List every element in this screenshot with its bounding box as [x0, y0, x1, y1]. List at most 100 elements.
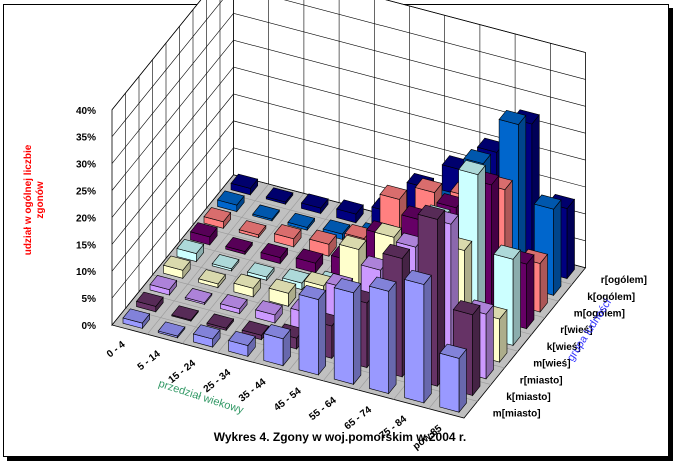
bar: [298, 284, 327, 376]
bar-top-face: [246, 262, 275, 278]
bar: [238, 220, 267, 239]
bar-top-face: [176, 238, 205, 254]
bar-top-face: [533, 194, 562, 210]
bar-top-face: [206, 313, 235, 329]
series-label: m[miasto]: [493, 409, 541, 420]
bar-side-face: [472, 304, 481, 397]
bar-top-face: [135, 291, 164, 307]
bar: [336, 199, 364, 224]
y-tick-label: 5%: [82, 294, 97, 305]
bar-side-face: [317, 289, 327, 376]
bar-top-face: [255, 300, 283, 316]
bar-side-face: [539, 253, 548, 313]
bar-top-face: [414, 177, 443, 193]
bar-front-face: [333, 287, 354, 385]
bar-top-face: [273, 224, 302, 240]
bar-side-face: [458, 348, 467, 414]
bar-side-face: [485, 304, 494, 380]
bar: [404, 269, 432, 404]
bar-front-face: [404, 279, 425, 404]
bar: [300, 193, 329, 215]
bar-top-face: [300, 193, 329, 209]
bar-top-face: [498, 109, 527, 125]
bar: [203, 207, 232, 230]
bar-top-face: [263, 324, 292, 340]
bar-top-face: [238, 220, 267, 236]
bar-top-face: [322, 219, 351, 235]
bar-side-face: [353, 282, 362, 386]
bar-top-face: [368, 276, 397, 292]
floor-grid-line: [182, 193, 305, 344]
bar-side-face: [512, 249, 521, 347]
bar-top-face: [404, 269, 432, 285]
y-tick-label: 15%: [76, 240, 96, 251]
bar: [184, 288, 213, 306]
bar-top-face: [452, 300, 481, 316]
bar: [171, 305, 199, 322]
bar: [122, 308, 151, 330]
bar-top-face: [149, 275, 178, 291]
bar-top-face: [382, 243, 411, 259]
bar-side-face: [388, 281, 397, 395]
bar-top-face: [463, 149, 492, 165]
bar: [219, 294, 248, 315]
series-label: r[ogólem]: [601, 275, 647, 286]
floor-grid-line: [146, 183, 269, 335]
chart-bars: [122, 109, 576, 414]
bar-top-face: [192, 324, 221, 340]
bar-top-face: [295, 248, 324, 264]
x-tick-label: 0 - 4: [105, 339, 128, 360]
bar-top-face: [260, 242, 289, 258]
floor-grid-line: [217, 202, 340, 354]
series-label: k[ogólem]: [587, 292, 635, 303]
bar-top-face: [268, 278, 297, 294]
bar-top-face: [184, 288, 213, 304]
bar: [282, 268, 310, 291]
bar-top-face: [338, 234, 367, 250]
bar: [176, 238, 205, 263]
bar: [246, 262, 275, 282]
bar-top-face: [203, 207, 232, 223]
bar-top-face: [225, 236, 253, 252]
bar-top-face: [216, 190, 245, 206]
bar: [287, 212, 316, 232]
bar: [216, 190, 245, 213]
y-tick-label: 25%: [76, 187, 96, 198]
bar-top-face: [198, 269, 226, 285]
y-tick-label: 20%: [76, 213, 96, 224]
bar-front-face: [439, 352, 460, 413]
y-axis-label-line1: udział w ogólnej liczbie: [23, 144, 34, 255]
bar: [268, 278, 297, 308]
bar-top-face: [282, 268, 310, 284]
bar-top-face: [336, 199, 364, 215]
series-label: r[miasto]: [520, 375, 563, 386]
bar: [225, 236, 253, 256]
y-axis-label-line2: zgonów: [35, 181, 46, 218]
bar: [206, 313, 235, 332]
bar-top-face: [333, 278, 362, 294]
bar-top-face: [493, 244, 522, 260]
bar: [533, 194, 562, 297]
x-axis-label: przedział wiekowy: [157, 378, 245, 417]
bar-side-face: [423, 274, 432, 404]
x-tick-label: 25 - 34: [202, 367, 234, 395]
series-label: k[miasto]: [506, 392, 550, 403]
bar: [255, 300, 283, 324]
bar: [368, 276, 397, 395]
bar: [439, 343, 468, 414]
bar: [189, 222, 218, 246]
bar: [265, 187, 294, 206]
bar-front-face: [369, 285, 390, 394]
bar: [273, 224, 302, 248]
bar-top-face: [241, 320, 270, 336]
y-tick-label: 40%: [76, 106, 96, 117]
bar-top-face: [122, 308, 151, 324]
bar: [228, 330, 256, 358]
bar-top-face: [228, 330, 256, 346]
bar: [263, 324, 292, 367]
bar-top-face: [265, 187, 294, 203]
y-tick-label: 0%: [82, 321, 97, 332]
bar-front-face: [298, 294, 319, 376]
bar: [230, 173, 259, 196]
bar: [252, 204, 280, 222]
